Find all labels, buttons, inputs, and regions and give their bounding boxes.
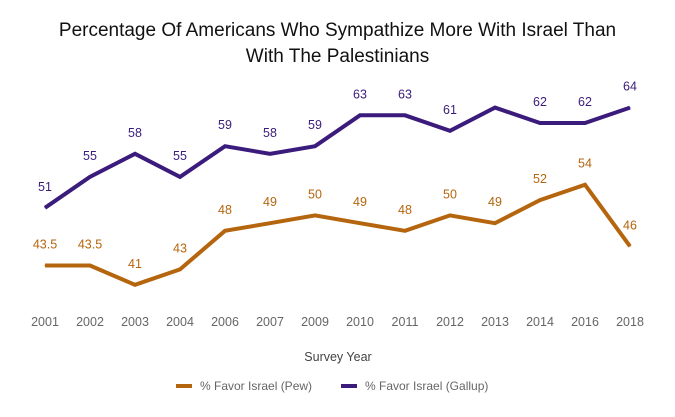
- series-line-gallup: [43, 105, 631, 210]
- data-label-gallup: 64: [623, 80, 637, 94]
- data-label-gallup: 58: [263, 126, 277, 140]
- data-point-gallup: [89, 176, 91, 178]
- data-label-gallup: 63: [353, 87, 367, 101]
- data-point-gallup: [224, 145, 226, 147]
- data-label-gallup: 55: [83, 149, 97, 163]
- x-axis-label: Survey Year: [304, 350, 371, 364]
- data-point-gallup: [449, 130, 451, 132]
- data-label-gallup: 59: [308, 118, 322, 132]
- data-point-gallup: [494, 107, 496, 109]
- data-label-pew: 50: [308, 187, 322, 201]
- x-tick-label: 2013: [481, 315, 509, 329]
- data-label-gallup: 61: [443, 103, 457, 117]
- data-point-pew: [224, 230, 226, 232]
- data-point-pew: [134, 284, 136, 286]
- data-label-gallup: 51: [38, 180, 52, 194]
- x-tick-label: 2010: [346, 315, 374, 329]
- x-tick-label: 2003: [121, 315, 149, 329]
- data-point-gallup: [314, 145, 316, 147]
- series-line-pew: [45, 182, 632, 287]
- x-tick-label: 2002: [76, 315, 104, 329]
- data-point-gallup: [404, 114, 406, 116]
- x-tick-label: 2011: [392, 315, 419, 329]
- data-label-gallup: 63: [398, 87, 412, 101]
- data-label-gallup: 62: [578, 95, 592, 109]
- x-tick-layer: 2001 2002 2003 2004 2006 2007 2009 2010 2011 2012…: [31, 315, 644, 329]
- data-point-gallup: [539, 122, 541, 124]
- x-tick-label: 2012: [436, 315, 464, 329]
- data-point-pew: [404, 230, 406, 232]
- data-point-pew: [314, 214, 316, 216]
- x-tick-label: 2009: [301, 315, 329, 329]
- data-point-pew: [449, 214, 451, 216]
- data-label-pew: 50: [443, 187, 457, 201]
- x-tick-label: 2001: [31, 315, 59, 329]
- data-label-pew: 48: [398, 203, 412, 217]
- data-label-gallup: 59: [218, 118, 232, 132]
- data-point-pew: [359, 222, 361, 224]
- data-label-gallup: 58: [128, 126, 142, 140]
- data-point-pew: [584, 184, 586, 186]
- data-label-pew: 43.5: [33, 238, 57, 252]
- chart-title: Percentage Of Americans Who Sympathize M…: [58, 20, 617, 67]
- data-label-pew: 52: [533, 172, 547, 186]
- data-point-pew: [539, 199, 541, 201]
- data-label-pew: 49: [353, 195, 367, 209]
- legend-label-gallup: % Favor Israel (Gallup): [365, 379, 488, 393]
- data-point-gallup: [44, 207, 46, 209]
- data-point-pew: [494, 222, 496, 224]
- data-point-gallup: [179, 176, 181, 178]
- data-point-pew: [89, 265, 91, 266]
- x-tick-label: 2016: [571, 315, 599, 329]
- data-label-layer: 43.5 43.5 41 43 48 49 50 49 48 50 49 52 54 46 51 55 58 55…: [33, 80, 637, 271]
- data-label-pew: 48: [218, 203, 232, 217]
- data-point-pew: [269, 222, 271, 224]
- x-tick-label: 2007: [256, 315, 284, 329]
- data-label-pew: 41: [128, 257, 142, 271]
- x-tick-label: 2006: [211, 315, 239, 329]
- data-point-gallup: [629, 107, 631, 109]
- data-label-gallup: 62: [533, 95, 547, 109]
- data-label-pew: 43: [173, 241, 187, 255]
- data-point-pew: [179, 268, 181, 270]
- data-label-pew: 46: [623, 218, 637, 232]
- x-tick-label: 2004: [166, 315, 194, 329]
- data-label-gallup: 55: [173, 149, 187, 163]
- legend: % Favor Israel (Pew) % Favor Israel (Gal…: [176, 379, 488, 393]
- data-label-pew: 54: [578, 157, 592, 171]
- x-tick-label: 2014: [526, 315, 554, 329]
- data-point-gallup: [134, 153, 136, 155]
- data-point-pew: [44, 265, 46, 266]
- legend-label-pew: % Favor Israel (Pew): [200, 379, 312, 393]
- data-point-gallup: [269, 153, 271, 155]
- data-point-gallup: [359, 114, 361, 116]
- data-point-pew: [629, 245, 631, 247]
- data-label-pew: 49: [488, 195, 502, 209]
- data-label-pew: 49: [263, 195, 277, 209]
- series-layer: [43, 105, 632, 287]
- data-point-gallup: [584, 122, 586, 124]
- x-tick-label: 2018: [616, 315, 644, 329]
- data-label-pew: 43.5: [78, 238, 102, 252]
